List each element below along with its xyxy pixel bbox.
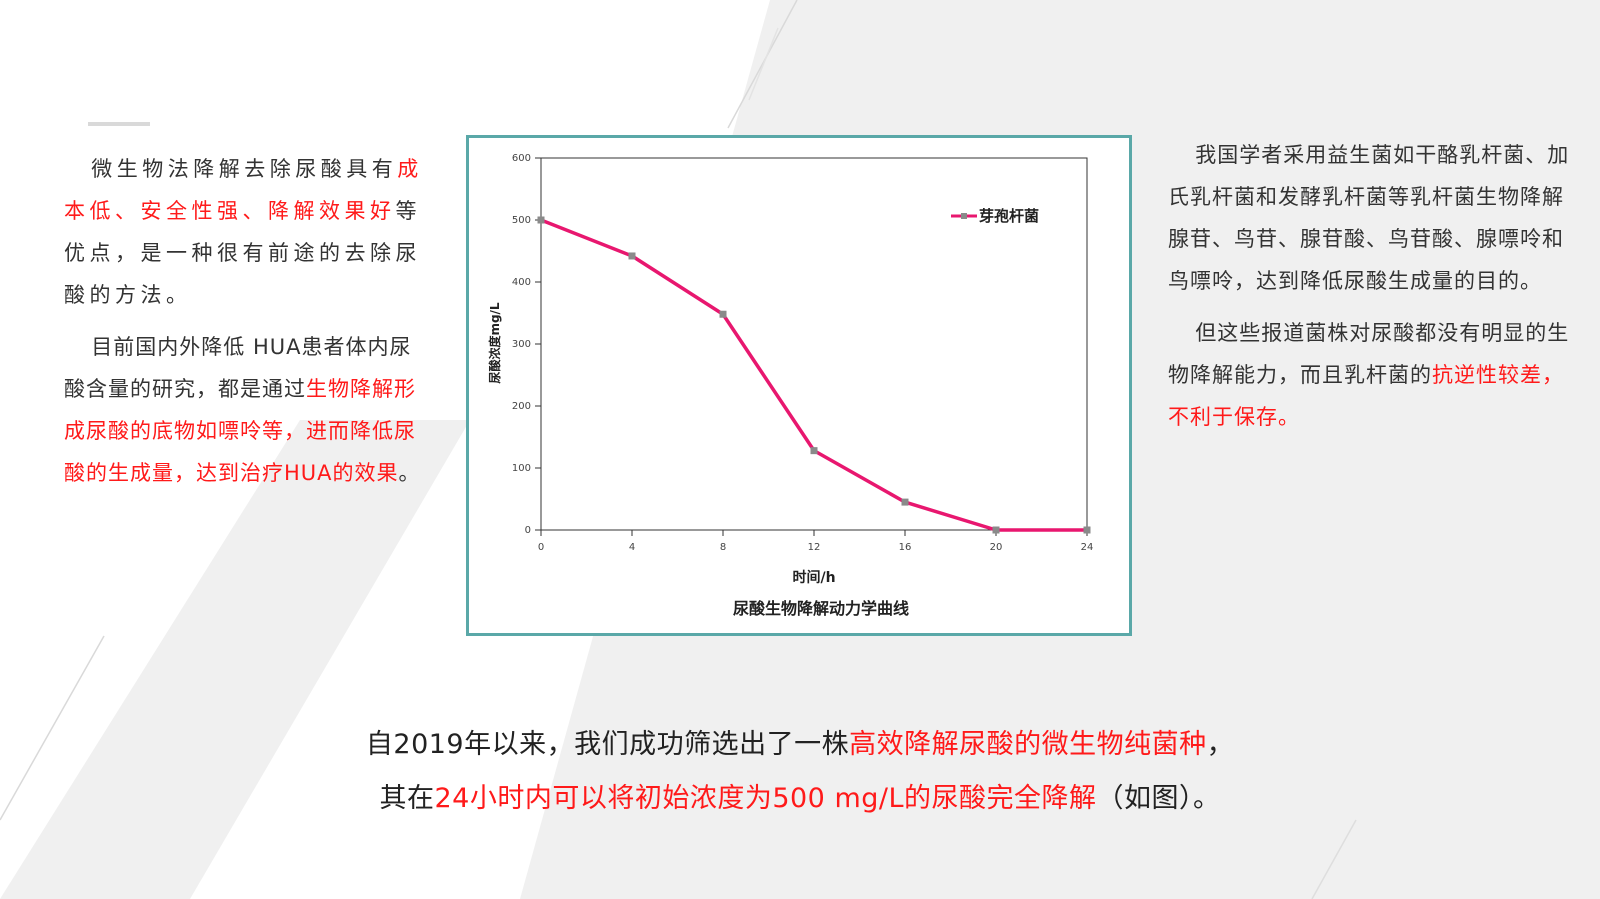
left-paragraph-1: 微生物法降解去除尿酸具有成本低、安全性强、降解效果好等优点，是一种很有前途的去除… <box>64 157 423 307</box>
right-paragraph-1: 我国学者采用益生菌如干酪乳杆菌、加氏乳杆菌和发酵乳杆菌等乳杆菌生物降解腺苷、鸟苷… <box>1168 143 1570 293</box>
chart-title: 尿酸生物降解动力学曲线 <box>733 599 909 618</box>
right-text-block: 我国学者采用益生菌如干酪乳杆菌、加氏乳杆菌和发酵乳杆菌等乳杆菌生物降解腺苷、鸟苷… <box>1168 134 1580 438</box>
y-tick-label: 600 <box>512 153 531 164</box>
left-highlight-1: 成本低、安全性强、降解效果好 <box>64 157 423 223</box>
left-text-block: 微生物法降解去除尿酸具有成本低、安全性强、降解效果好等优点，是一种很有前途的去除… <box>64 148 430 494</box>
x-tick-label: 16 <box>899 542 912 553</box>
y-tick-label: 300 <box>512 339 531 350</box>
data-point <box>537 216 545 224</box>
data-point <box>1083 526 1091 534</box>
x-tick-label: 20 <box>990 542 1003 553</box>
accent-bar <box>88 122 150 126</box>
series-line-0 <box>540 218 1087 532</box>
data-point <box>810 447 818 455</box>
x-tick-label: 24 <box>1081 542 1094 553</box>
data-point <box>992 526 1000 534</box>
y-tick-label: 100 <box>512 463 531 474</box>
bottom-line-2: 其在24小时内可以将初始浓度为500 mg/L的尿酸完全降解（如图）。 <box>379 783 1221 814</box>
legend-marker <box>961 213 967 219</box>
bottom-highlight-1: 高效降解尿酸的微生物纯菌种 <box>849 729 1207 760</box>
x-tick-label: 4 <box>629 542 635 553</box>
right-highlight: 抗逆性较差，不利于保存。 <box>1168 363 1564 429</box>
x-tick-label: 0 <box>538 542 544 553</box>
y-tick-label: 200 <box>512 401 531 412</box>
left-paragraph-2: 目前国内外降低 HUA患者体内尿酸含量的研究，都是通过生物降解形成尿酸的底物如嘌… <box>64 335 421 485</box>
data-point <box>901 498 909 506</box>
legend-label: 芽孢杆菌 <box>979 207 1039 225</box>
x-tick-label: 12 <box>808 542 821 553</box>
left-highlight-2: 生物降解形成尿酸的底物如嘌呤等，进而降低尿酸的生成量，达到治疗HUA的效果 <box>64 377 416 485</box>
bottom-line-1: 自2019年以来，我们成功筛选出了一株高效降解尿酸的微生物纯菌种， <box>365 729 1235 760</box>
y-tick-label: 500 <box>512 215 531 226</box>
y-tick-label: 0 <box>525 525 531 536</box>
y-tick-label: 400 <box>512 277 531 288</box>
right-paragraph-2: 但这些报道菌株对尿酸都没有明显的生物降解能力，而且乳杆菌的抗逆性较差，不利于保存… <box>1168 321 1570 429</box>
y-axis-label: 尿酸浓度mg/L <box>487 302 502 383</box>
bottom-highlight-2: 24小时内可以将初始浓度为500 mg/L的尿酸完全降解 <box>434 783 1097 814</box>
x-axis-label: 时间/h <box>792 569 835 586</box>
chart-frame: 0 100 200 300 400 500 600 0 4 8 12 16 20 24 尿酸浓度mg/L … <box>466 135 1132 636</box>
x-tick-label: 8 <box>720 542 726 553</box>
data-point <box>628 252 636 260</box>
data-point <box>719 310 727 318</box>
